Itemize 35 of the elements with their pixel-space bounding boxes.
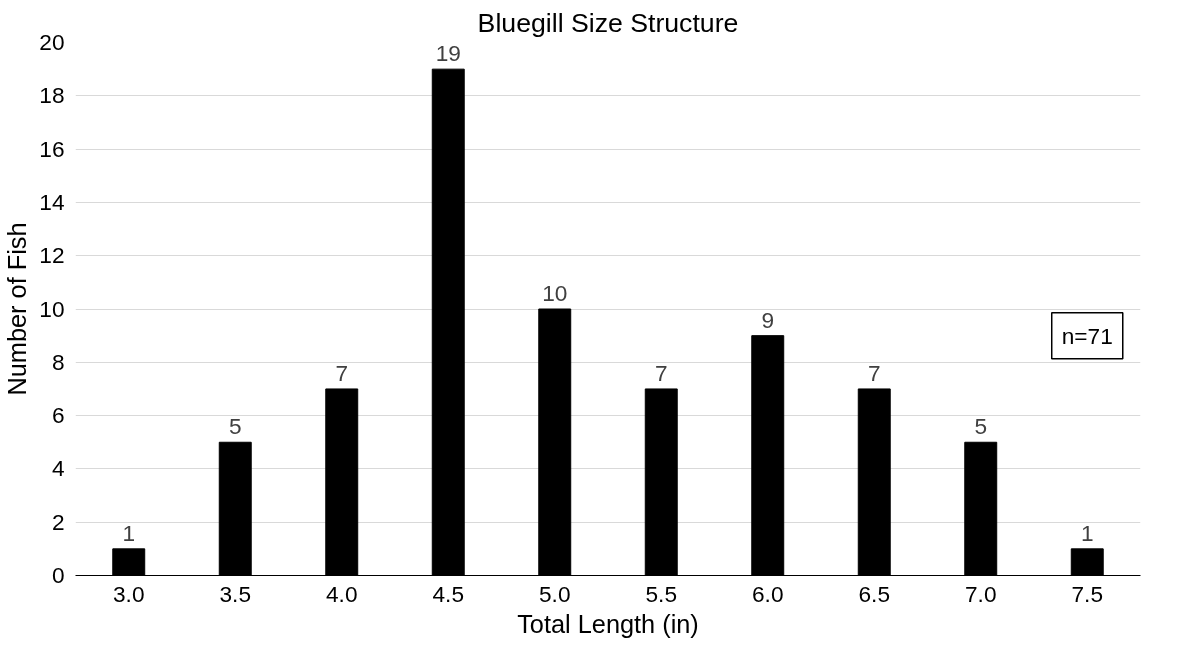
x-tick-label: 6.5 xyxy=(858,580,890,607)
data-label: 10 xyxy=(542,280,568,306)
y-tick-label: 14 xyxy=(39,188,65,215)
y-tick-label: 12 xyxy=(39,242,65,269)
y-tick-label: 0 xyxy=(51,562,65,588)
y-tick-label: 8 xyxy=(51,348,65,375)
y-tick-label: 20 xyxy=(39,29,65,55)
x-axis-title: Total Length (in) xyxy=(517,609,699,638)
annotation: n=71 xyxy=(1061,322,1113,349)
y-tick-label: 4 xyxy=(51,455,65,482)
data-label: 19 xyxy=(435,40,461,67)
x-tick-label: 4.5 xyxy=(432,580,464,607)
y-tick-label: 16 xyxy=(39,135,65,162)
x-tick-label: 4.0 xyxy=(326,580,358,607)
data-label: 5 xyxy=(228,413,242,440)
data-label: 1 xyxy=(122,519,136,546)
data-label: 1 xyxy=(1080,519,1094,546)
x-tick-label: 5.5 xyxy=(645,580,677,607)
x-tick-label: 6.0 xyxy=(752,580,784,607)
x-tick-label: 3.0 xyxy=(113,580,145,607)
data-label: 5 xyxy=(974,413,988,440)
y-tick-label: 18 xyxy=(39,82,65,109)
data-label: 7 xyxy=(654,359,668,386)
x-tick-label: 7.0 xyxy=(965,580,997,607)
x-tick-label: 3.5 xyxy=(219,580,251,607)
x-tick-label: 5.0 xyxy=(539,580,571,607)
y-axis-title: Number of Fish xyxy=(3,222,32,396)
y-tick-label: 6 xyxy=(51,402,65,429)
y-tick-label: 10 xyxy=(39,295,65,322)
data-label: 7 xyxy=(335,359,349,386)
y-tick-label: 2 xyxy=(51,508,65,535)
x-tick-label: 7.5 xyxy=(1071,580,1103,607)
data-label: 7 xyxy=(867,359,881,386)
chart-title: Bluegill Size Structure xyxy=(477,7,739,38)
data-label: 9 xyxy=(761,306,775,333)
